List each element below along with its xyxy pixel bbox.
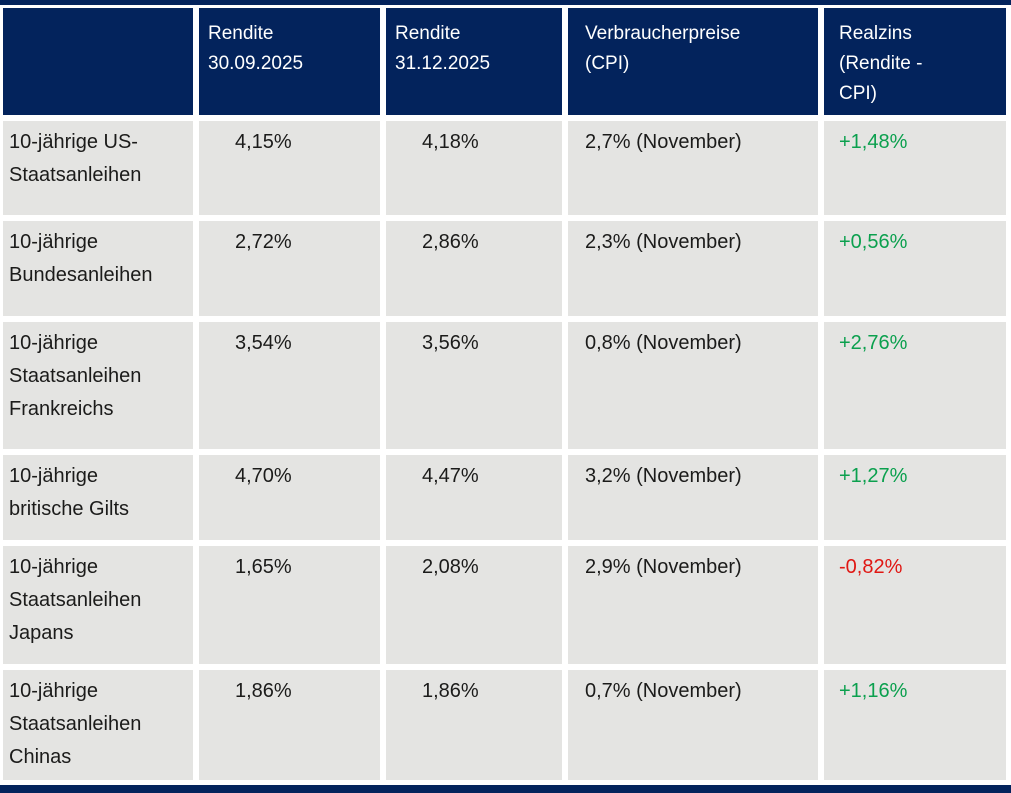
cpi-value: 0,8% (November) [568,322,818,449]
rendite-sep: 2,72% [199,221,380,316]
cpi-value: 2,3% (November) [568,221,818,316]
realzins-value: +2,76% [824,322,1006,449]
rendite-dec: 2,08% [386,546,562,664]
cpi-value: 0,7% (November) [568,670,818,780]
bond-yields-table: Rendite 30.09.2025 Rendite 31.12.2025 Ve… [3,8,1006,780]
header-cell-realzins: Realzins (Rendite - CPI) [824,8,1006,115]
row-label: 10-jährige britische Gilts [3,455,193,540]
header-cell-rendite-sep: Rendite 30.09.2025 [199,8,380,115]
cpi-value: 3,2% (November) [568,455,818,540]
row-label: 10-jährige US- Staatsanleihen [3,121,193,215]
row-label: 10-jährige Staatsanleihen Chinas [3,670,193,780]
realzins-value: -0,82% [824,546,1006,664]
table-bottom-border [0,785,1011,793]
rendite-sep: 4,15% [199,121,380,215]
rendite-dec: 1,86% [386,670,562,780]
rendite-dec: 4,47% [386,455,562,540]
cpi-value: 2,7% (November) [568,121,818,215]
header-cell-empty [3,8,193,115]
realzins-value: +1,16% [824,670,1006,780]
rendite-dec: 4,18% [386,121,562,215]
rendite-dec: 2,86% [386,221,562,316]
row-label: 10-jährige Staatsanleihen Japans [3,546,193,664]
rendite-dec: 3,56% [386,322,562,449]
row-label: 10-jährige Staatsanleihen Frankreichs [3,322,193,449]
realzins-value: +1,27% [824,455,1006,540]
table-top-border [0,0,1011,5]
rendite-sep: 1,86% [199,670,380,780]
rendite-sep: 3,54% [199,322,380,449]
realzins-value: +0,56% [824,221,1006,316]
rendite-sep: 4,70% [199,455,380,540]
cpi-value: 2,9% (November) [568,546,818,664]
header-cell-rendite-dec: Rendite 31.12.2025 [386,8,562,115]
realzins-value: +1,48% [824,121,1006,215]
rendite-sep: 1,65% [199,546,380,664]
row-label: 10-jährige Bundesanleihen [3,221,193,316]
header-cell-cpi: Verbraucherpreise (CPI) [568,8,818,115]
